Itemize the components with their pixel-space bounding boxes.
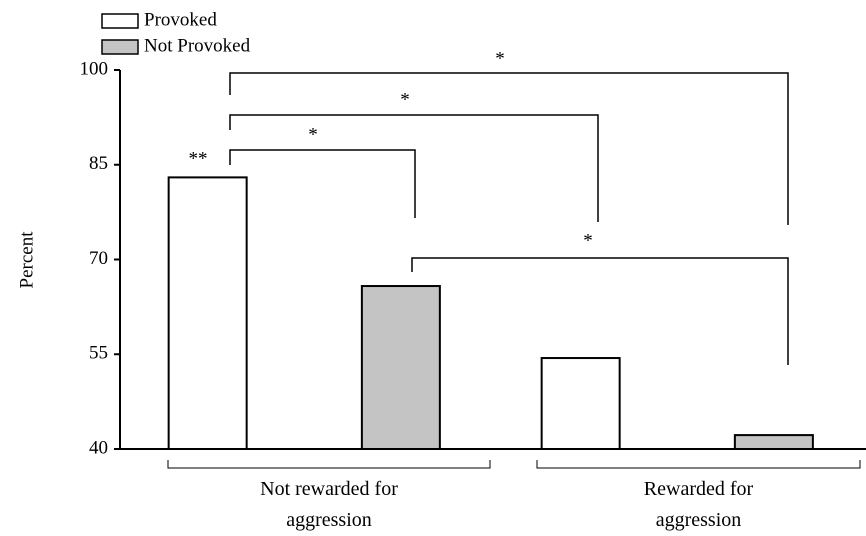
significance-bracket (411, 257, 789, 365)
legend-swatch (101, 13, 139, 29)
y-tick-label: 85 (89, 153, 108, 174)
significance-bracket (229, 149, 416, 218)
significance-bracket (229, 114, 599, 222)
y-axis-label: Percent (16, 231, 37, 289)
y-tick-label: 55 (89, 343, 108, 364)
group-bracket (536, 460, 861, 469)
bar (733, 434, 814, 450)
legend-label: Not Provoked (144, 35, 251, 56)
annotation: * (583, 230, 593, 251)
annotation: ** (189, 148, 208, 169)
legend-swatch (101, 39, 139, 55)
legend-label: Provoked (144, 9, 217, 30)
y-tick-label: 40 (89, 437, 108, 458)
annotation: * (495, 48, 505, 69)
y-tick-label: 100 (80, 58, 109, 79)
significance-bracket (229, 72, 789, 225)
group-bracket (167, 460, 491, 469)
annotation: * (400, 89, 410, 110)
bar (167, 176, 248, 450)
x-category-label: Rewarded for aggression (643, 478, 754, 531)
bar (360, 285, 441, 450)
y-tick-label: 70 (89, 248, 108, 269)
annotation: * (308, 124, 318, 145)
bar (540, 357, 621, 451)
x-category-label: Not rewarded for aggression (260, 478, 398, 531)
